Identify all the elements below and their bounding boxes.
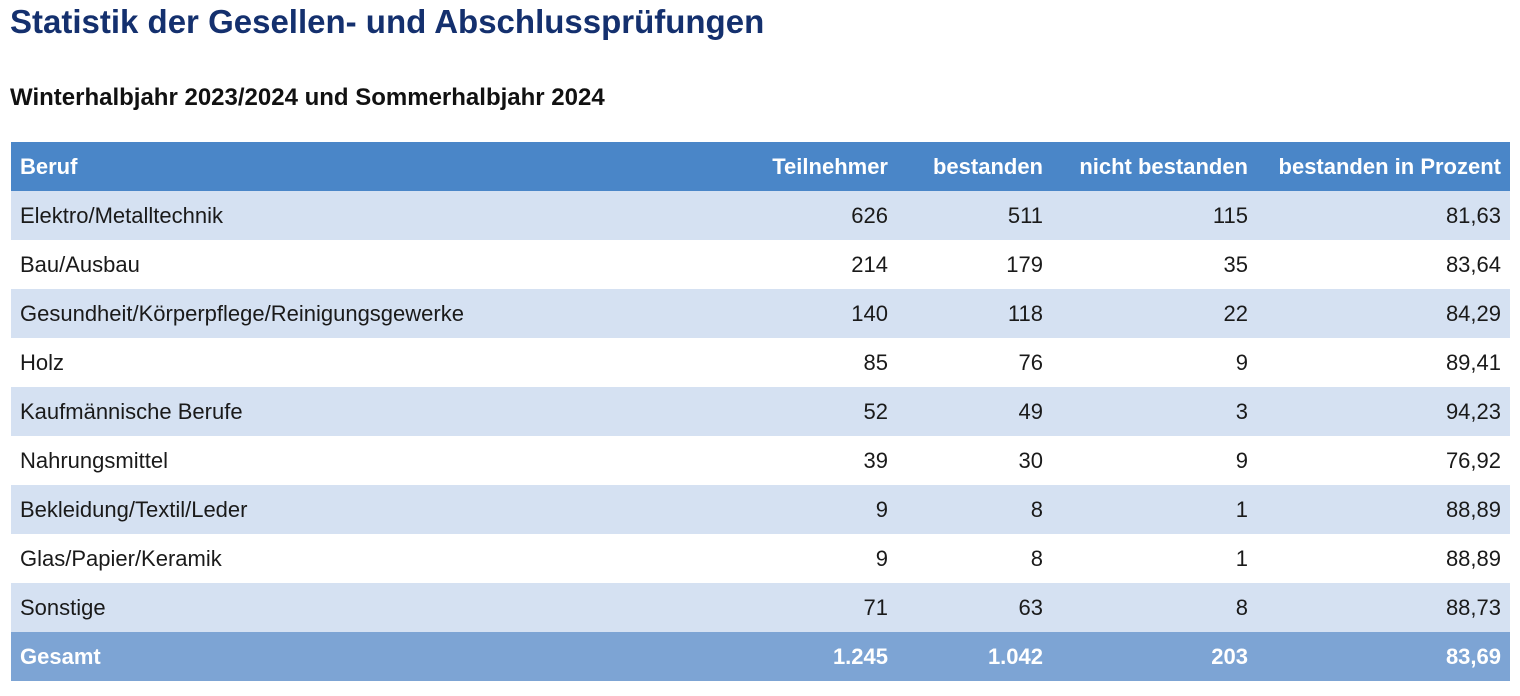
cell-teilnehmer: 85: [711, 338, 897, 387]
cell-teilnehmer: 71: [711, 583, 897, 632]
cell-teilnehmer: 9: [711, 485, 897, 534]
cell-bestanden: 8: [897, 485, 1052, 534]
page-title: Statistik der Gesellen- und Abschlussprü…: [10, 3, 765, 40]
cell-bestanden: 49: [897, 387, 1052, 436]
cell-beruf: Bekleidung/Textil/Leder: [11, 485, 711, 534]
total-nicht-bestanden: 203: [1052, 632, 1257, 681]
column-header-beruf: Beruf: [11, 142, 711, 191]
cell-nicht-bestanden: 1: [1052, 485, 1257, 534]
cell-teilnehmer: 9: [711, 534, 897, 583]
cell-bestanden: 76: [897, 338, 1052, 387]
cell-bestanden-prozent: 94,23: [1257, 387, 1510, 436]
cell-teilnehmer: 39: [711, 436, 897, 485]
cell-beruf: Glas/Papier/Keramik: [11, 534, 711, 583]
cell-teilnehmer: 140: [711, 289, 897, 338]
cell-nicht-bestanden: 8: [1052, 583, 1257, 632]
cell-bestanden-prozent: 88,89: [1257, 485, 1510, 534]
cell-bestanden: 179: [897, 240, 1052, 289]
page-subtitle: Winterhalbjahr 2023/2024 und Sommerhalbj…: [10, 84, 605, 111]
cell-bestanden-prozent: 89,41: [1257, 338, 1510, 387]
cell-bestanden: 118: [897, 289, 1052, 338]
cell-beruf: Bau/Ausbau: [11, 240, 711, 289]
cell-bestanden-prozent: 81,63: [1257, 191, 1510, 240]
cell-teilnehmer: 214: [711, 240, 897, 289]
cell-nicht-bestanden: 1: [1052, 534, 1257, 583]
table-header-row: Beruf Teilnehmer bestanden nicht bestand…: [11, 142, 1510, 191]
cell-bestanden: 8: [897, 534, 1052, 583]
cell-bestanden-prozent: 88,73: [1257, 583, 1510, 632]
table-row: Elektro/Metalltechnik 626 511 115 81,63: [11, 191, 1510, 240]
total-teilnehmer: 1.245: [711, 632, 897, 681]
cell-bestanden-prozent: 84,29: [1257, 289, 1510, 338]
table-row: Gesundheit/Körperpflege/Reinigungsgewerk…: [11, 289, 1510, 338]
column-header-nicht-bestanden: nicht bestanden: [1052, 142, 1257, 191]
cell-beruf: Sonstige: [11, 583, 711, 632]
cell-bestanden: 30: [897, 436, 1052, 485]
cell-nicht-bestanden: 115: [1052, 191, 1257, 240]
table-row: Nahrungsmittel 39 30 9 76,92: [11, 436, 1510, 485]
cell-nicht-bestanden: 22: [1052, 289, 1257, 338]
table-row: Bau/Ausbau 214 179 35 83,64: [11, 240, 1510, 289]
cell-teilnehmer: 626: [711, 191, 897, 240]
cell-bestanden: 511: [897, 191, 1052, 240]
total-bestanden-prozent: 83,69: [1257, 632, 1510, 681]
table-total-row: Gesamt 1.245 1.042 203 83,69: [11, 632, 1510, 681]
column-header-bestanden: bestanden: [897, 142, 1052, 191]
table-row: Bekleidung/Textil/Leder 9 8 1 88,89: [11, 485, 1510, 534]
cell-beruf: Nahrungsmittel: [11, 436, 711, 485]
cell-bestanden-prozent: 88,89: [1257, 534, 1510, 583]
table-row: Glas/Papier/Keramik 9 8 1 88,89: [11, 534, 1510, 583]
cell-nicht-bestanden: 9: [1052, 338, 1257, 387]
total-bestanden: 1.042: [897, 632, 1052, 681]
column-header-bestanden-prozent: bestanden in Prozent: [1257, 142, 1510, 191]
cell-beruf: Elektro/Metalltechnik: [11, 191, 711, 240]
cell-beruf: Holz: [11, 338, 711, 387]
table-row: Sonstige 71 63 8 88,73: [11, 583, 1510, 632]
table-row: Kaufmännische Berufe 52 49 3 94,23: [11, 387, 1510, 436]
cell-nicht-bestanden: 35: [1052, 240, 1257, 289]
cell-teilnehmer: 52: [711, 387, 897, 436]
cell-beruf: Gesundheit/Körperpflege/Reinigungsgewerk…: [11, 289, 711, 338]
cell-bestanden: 63: [897, 583, 1052, 632]
cell-nicht-bestanden: 9: [1052, 436, 1257, 485]
cell-beruf: Kaufmännische Berufe: [11, 387, 711, 436]
total-label: Gesamt: [11, 632, 711, 681]
table-row: Holz 85 76 9 89,41: [11, 338, 1510, 387]
cell-bestanden-prozent: 83,64: [1257, 240, 1510, 289]
column-header-teilnehmer: Teilnehmer: [711, 142, 897, 191]
exam-statistics-table: Beruf Teilnehmer bestanden nicht bestand…: [11, 142, 1510, 681]
cell-nicht-bestanden: 3: [1052, 387, 1257, 436]
cell-bestanden-prozent: 76,92: [1257, 436, 1510, 485]
